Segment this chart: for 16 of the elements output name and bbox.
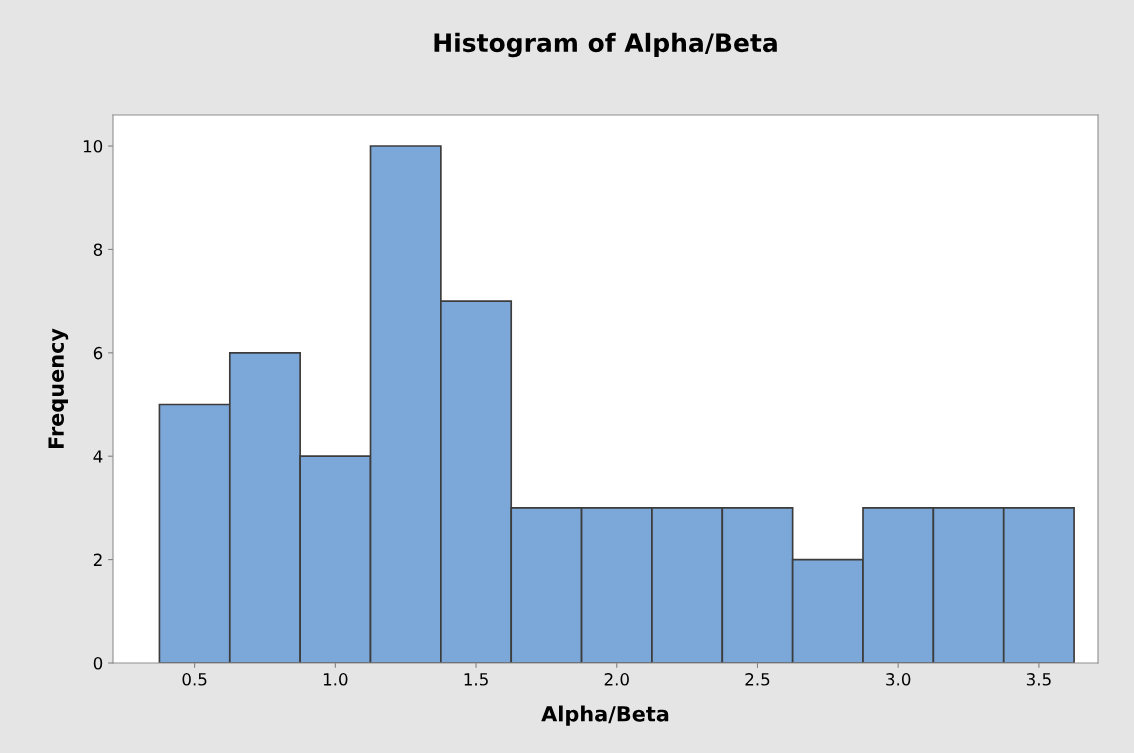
x-tick-label: 3.5	[1026, 673, 1051, 686]
x-tick-label: 1.0	[323, 673, 348, 686]
y-axis-title: Frequency	[48, 328, 69, 449]
x-tick-label: 2.5	[745, 673, 770, 686]
x-tick-label: 0.5	[182, 673, 207, 686]
x-tick-label: 1.5	[464, 673, 488, 686]
y-tick-label: 10	[83, 139, 103, 153]
chart-title: Histogram of Alpha/Beta	[434, 32, 777, 58]
y-tick-label: 0	[93, 656, 103, 670]
y-tick-label: 4	[93, 450, 103, 463]
y-tick-label: 2	[93, 553, 102, 566]
x-tick-label: 3.0	[886, 673, 911, 686]
y-tick-label: 6	[93, 346, 103, 360]
x-tick-label: 2.0	[604, 673, 629, 686]
x-axis-title: Alpha/Beta	[541, 705, 669, 726]
y-tick-label: 8	[93, 243, 103, 256]
